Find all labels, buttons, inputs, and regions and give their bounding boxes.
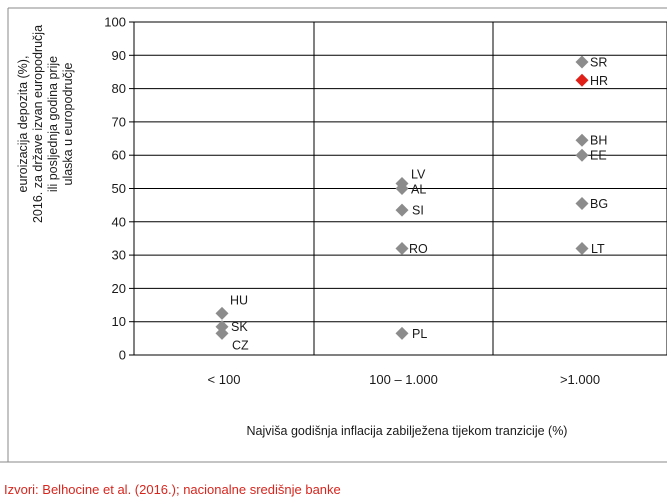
y-tick-label: 70: [112, 114, 126, 129]
x-axis-title: Najviša godišnja inflacija zabilježena t…: [247, 424, 568, 438]
y-tick-label: 40: [112, 214, 126, 229]
data-label: SK: [231, 320, 248, 334]
y-axis-title-line: euroizacija depozita (%),: [16, 56, 30, 193]
data-point-ee: [575, 148, 589, 162]
y-tick-label: 10: [112, 314, 126, 329]
data-label: LV: [411, 168, 426, 182]
y-tick-label: 50: [112, 181, 126, 196]
x-tick-label: < 100: [208, 372, 241, 387]
y-tick-label: 80: [112, 81, 126, 96]
y-axis-title-line: 2016. za države izvan europodručja: [31, 25, 45, 223]
y-tick-label: 60: [112, 148, 126, 163]
data-point-bh: [575, 133, 589, 147]
y-tick-label: 100: [104, 15, 126, 30]
y-tick-label: 90: [112, 48, 126, 63]
data-label: LT: [591, 242, 605, 256]
data-label: PL: [412, 327, 427, 341]
data-label: CZ: [232, 338, 249, 352]
data-label: BG: [590, 197, 608, 211]
data-label: SI: [412, 204, 424, 218]
data-label: HR: [590, 74, 608, 88]
y-axis-title-line: ulaska u europodručje: [61, 62, 75, 185]
y-axis-title-line: ili posljednja godina prije: [46, 56, 60, 192]
y-tick-label: 0: [119, 348, 126, 363]
data-point-hu: [215, 306, 229, 320]
data-label: RO: [409, 242, 428, 256]
y-tick-label: 20: [112, 281, 126, 296]
y-tick-label: 30: [112, 248, 126, 263]
data-point-sr: [575, 55, 589, 69]
data-point-ro: [395, 241, 409, 255]
data-point-al: [395, 182, 409, 195]
data-point-hr: [575, 73, 589, 87]
data-point-si: [395, 203, 409, 217]
data-point-bg: [575, 196, 589, 210]
y-axis-title: euroizacija depozita (%), 2016. za države…: [16, 25, 75, 223]
data-label: HU: [230, 293, 248, 307]
data-label: BH: [590, 134, 607, 148]
data-label: SR: [590, 55, 607, 69]
x-tick-label: 100 – 1.000: [369, 372, 438, 387]
data-point-cz: [215, 326, 229, 340]
data-point-lt: [575, 241, 589, 255]
source-note: Izvori: Belhocine et al. (2016.); nacion…: [4, 482, 341, 497]
x-tick-label: >1.000: [560, 372, 600, 387]
data-label: AL: [411, 183, 426, 197]
data-point-pl: [395, 326, 409, 340]
data-point-sk: [215, 320, 229, 334]
data-label: EE: [590, 149, 607, 163]
